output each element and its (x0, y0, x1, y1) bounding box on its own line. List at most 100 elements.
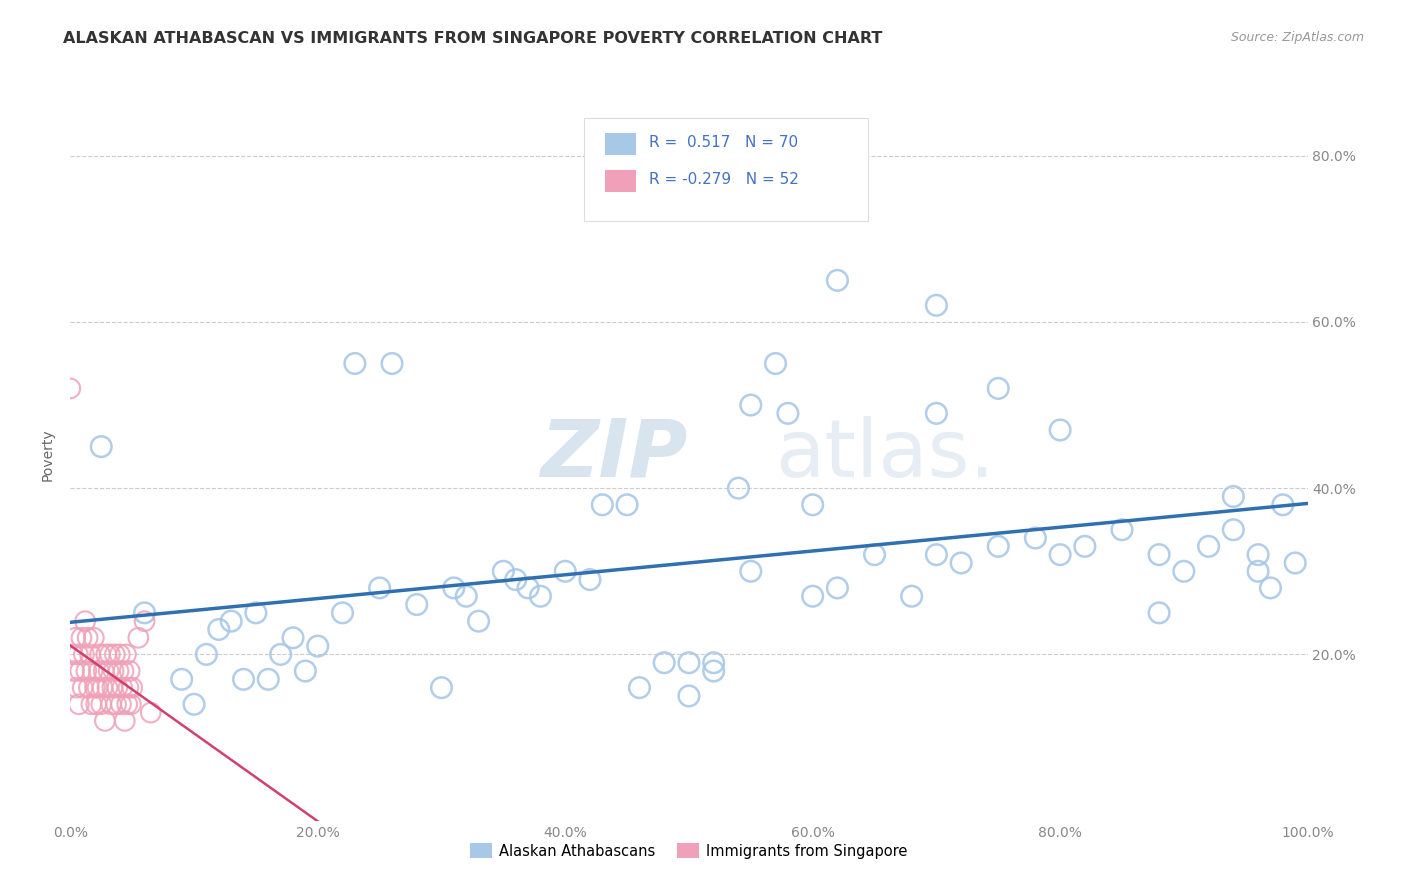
Point (987, 539, 1010, 553)
Point (332, 606, 354, 620)
Point (103, 664, 125, 678)
Point (208, 623, 231, 637)
Point (529, 589, 551, 603)
Point (405, 598, 427, 612)
Point (1111, 523, 1133, 537)
Point (443, 581, 465, 595)
Point (62, 648, 84, 662)
Point (776, 406, 799, 420)
Point (505, 573, 527, 587)
Point (801, 589, 824, 603)
Point (80, 698, 103, 712)
Point (105, 681, 128, 695)
Point (87, 664, 110, 678)
Point (93, 664, 115, 678)
Point (72, 681, 94, 695)
Point (83, 631, 105, 645)
Bar (605, 133, 636, 155)
Point (112, 664, 135, 678)
Point (76, 631, 98, 645)
Point (59, 381, 82, 395)
Point (554, 564, 576, 578)
Point (765, 356, 787, 370)
Text: R = -0.279   N = 52: R = -0.279 N = 52 (650, 171, 799, 186)
Point (65, 631, 87, 645)
Point (139, 706, 162, 720)
Point (100, 698, 122, 712)
Point (97, 664, 120, 678)
Point (69, 664, 91, 678)
Point (114, 714, 136, 728)
Point (1271, 498, 1294, 512)
Point (517, 581, 540, 595)
Point (281, 631, 304, 645)
Point (101, 681, 124, 695)
Point (170, 673, 193, 687)
Point (628, 681, 651, 695)
Point (430, 681, 453, 695)
Point (1260, 581, 1282, 595)
Point (1222, 523, 1244, 537)
Point (115, 698, 138, 712)
Point (950, 556, 973, 570)
Point (270, 648, 292, 662)
Point (616, 498, 638, 512)
Point (492, 564, 515, 578)
Point (118, 664, 141, 678)
Point (63, 664, 86, 678)
Point (579, 573, 602, 587)
Point (111, 681, 134, 695)
Point (1147, 606, 1170, 620)
Text: atlas.: atlas. (776, 416, 995, 494)
Point (1284, 556, 1306, 570)
Point (1198, 539, 1220, 553)
Point (134, 614, 156, 628)
Point (801, 498, 824, 512)
Point (1074, 539, 1097, 553)
Point (925, 406, 948, 420)
Point (127, 631, 149, 645)
Point (703, 656, 725, 670)
Point (110, 698, 132, 712)
Point (77, 681, 100, 695)
Point (343, 356, 366, 370)
Point (827, 273, 849, 287)
Point (456, 589, 478, 603)
Point (925, 548, 948, 562)
Point (467, 614, 489, 628)
Point (703, 664, 725, 678)
Point (107, 664, 129, 678)
Point (1247, 564, 1270, 578)
Point (104, 648, 127, 662)
Point (105, 698, 128, 712)
Point (66, 648, 89, 662)
Point (925, 298, 948, 312)
Point (1173, 564, 1195, 578)
Point (183, 698, 205, 712)
Point (73, 648, 96, 662)
Point (94, 714, 117, 728)
Point (84, 698, 107, 712)
Legend: Alaskan Athabascans, Immigrants from Singapore: Alaskan Athabascans, Immigrants from Sin… (464, 838, 914, 864)
Point (652, 656, 675, 670)
Point (1049, 548, 1071, 562)
Point (678, 656, 700, 670)
Point (117, 681, 139, 695)
Point (86, 681, 108, 695)
Text: R =  0.517   N = 70: R = 0.517 N = 70 (650, 135, 799, 150)
Point (827, 581, 849, 595)
Point (678, 689, 700, 703)
FancyBboxPatch shape (583, 119, 869, 221)
Point (134, 606, 156, 620)
Point (307, 639, 329, 653)
Point (1222, 490, 1244, 504)
Point (65, 681, 87, 695)
Point (863, 548, 886, 562)
Point (90, 698, 112, 712)
Point (91, 681, 114, 695)
Point (75, 614, 97, 628)
Point (82, 664, 104, 678)
Point (219, 614, 242, 628)
Point (591, 498, 613, 512)
Bar (605, 169, 636, 192)
